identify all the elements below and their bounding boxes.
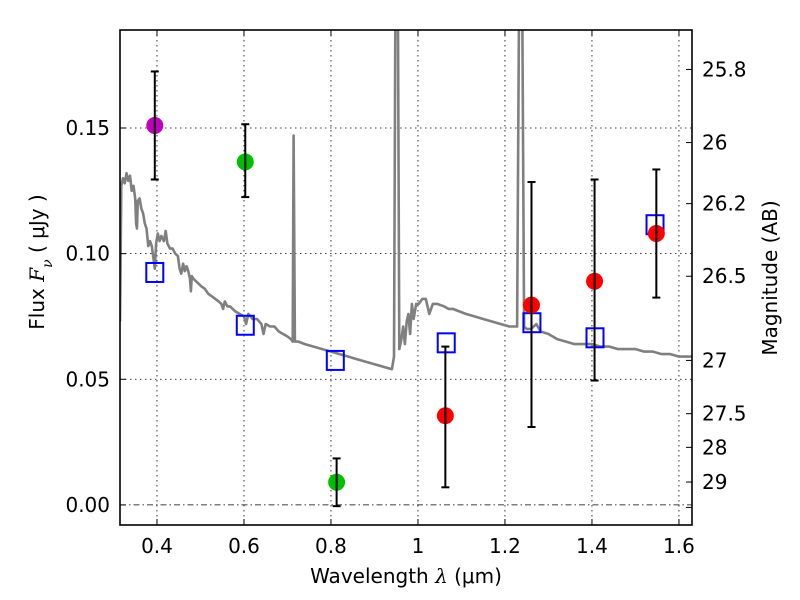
y2-axis-label: Magnitude (AB) xyxy=(758,200,782,355)
y-axis-label-suffix: ( μJy ) xyxy=(25,194,49,259)
y-axis-label-subscript: ν xyxy=(40,259,56,268)
plot-content xyxy=(120,30,692,508)
x-tick-label: 0.8 xyxy=(315,534,347,558)
y2-tick-label: 27.5 xyxy=(702,402,747,426)
y-tick-label: 0.10 xyxy=(65,242,110,266)
x-axis-label-prefix: Wavelength xyxy=(310,564,435,588)
plot-frame xyxy=(119,29,693,526)
y2-tick-label: 26.2 xyxy=(702,192,747,216)
y-axis-label-prefix: Flux xyxy=(25,282,49,330)
y2-tick-label: 26 xyxy=(702,131,727,155)
y-tick-label: 0.15 xyxy=(65,116,110,140)
x-axis-label-symbol: λ xyxy=(434,564,448,588)
x-tick-label: 1.4 xyxy=(576,534,608,558)
y2-tick-label: 29 xyxy=(702,470,727,494)
x-axis-label-suffix: (μm) xyxy=(448,564,502,588)
y-axis-label-symbol: F xyxy=(25,267,49,283)
y-tick-label: 0.00 xyxy=(65,493,110,517)
y2-tick-label: 25.8 xyxy=(702,57,747,81)
x-tick-label: 0.4 xyxy=(141,534,173,558)
sed-spectrum-line xyxy=(120,30,692,371)
y2-tick-label: 27 xyxy=(702,348,727,372)
model-photometry-square xyxy=(325,349,345,371)
y-tick-label: 0.05 xyxy=(65,367,110,391)
model-photometry-square xyxy=(235,314,255,336)
grid-lines xyxy=(120,30,692,525)
y2-tick-label: 26.5 xyxy=(702,264,747,288)
x-axis-label: Wavelength λ (μm) xyxy=(310,564,502,588)
y-axis-label: Flux Fν ( μJy ) xyxy=(25,194,56,329)
x-tick-label: 1.2 xyxy=(489,534,521,558)
y2-tick-label: 28 xyxy=(702,435,727,459)
x-tick-label: 0.6 xyxy=(228,534,260,558)
x-tick-label: 1 xyxy=(412,534,425,558)
model-photometry-square xyxy=(145,261,165,283)
axis-ticks: 0.4 0.6 0.8 1 1.2 1.4 1.6 0.00 0.05 0.10 0.15 25.8 2… xyxy=(65,30,747,558)
x-tick-label: 1.6 xyxy=(663,534,695,558)
